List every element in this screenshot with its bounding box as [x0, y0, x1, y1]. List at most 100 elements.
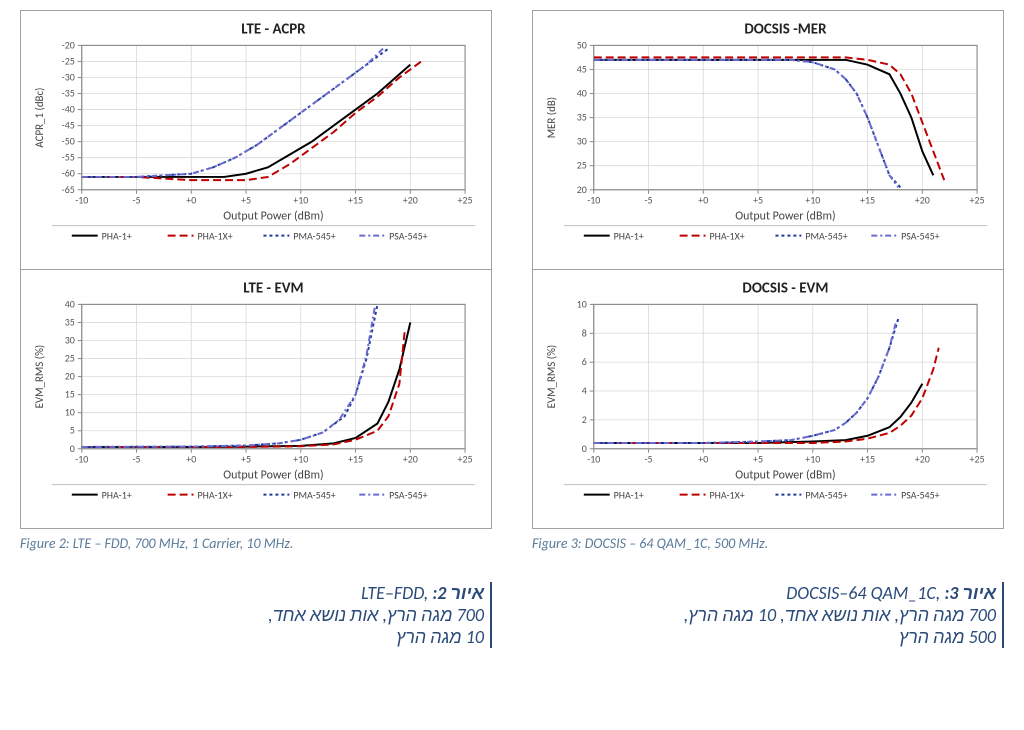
svg-text:-30: -30	[62, 71, 75, 83]
svg-text:-60: -60	[62, 168, 75, 180]
figure-3-column: -10 -5 +0 +5 +10 +15 +20 +25 20 25 30 35 40 45 50 DOCSI…	[532, 10, 1004, 552]
svg-text:+15: +15	[860, 195, 875, 207]
svg-text:LTE - EVM: LTE - EVM	[243, 279, 303, 297]
figure-3-caption: Figure 3: DOCSIS – 64 QAM_1C, 500 MHz.	[532, 535, 1004, 552]
docsis-mer-chart: -10 -5 +0 +5 +10 +15 +20 +25 20 25 30 35 40 45 50 DOCSI…	[539, 17, 997, 258]
figure-2-hebrew: איור 2: LTE–FDD, 700 מגה הרץ, אות נושא א…	[20, 582, 492, 648]
svg-text:PSA-545+: PSA-545+	[389, 231, 427, 243]
svg-text:+5: +5	[753, 454, 763, 466]
svg-text:10: 10	[577, 298, 587, 310]
svg-text:-45: -45	[62, 120, 75, 132]
svg-text:35: 35	[577, 112, 587, 124]
svg-text:DOCSIS -MER: DOCSIS -MER	[744, 20, 827, 38]
figure-2-caption: Figure 2: LTE – FDD, 700 MHz, 1 Carrier,…	[20, 535, 492, 552]
svg-text:PMA-545+: PMA-545+	[805, 490, 847, 502]
svg-text:PMA-545+: PMA-545+	[293, 490, 335, 502]
svg-text:DOCSIS - EVM: DOCSIS - EVM	[742, 279, 828, 297]
svg-text:-10: -10	[587, 454, 600, 466]
svg-text:ACPR_1 (dBc): ACPR_1 (dBc)	[33, 88, 46, 148]
svg-text:PHA-1X+: PHA-1X+	[198, 490, 233, 502]
svg-text:PHA-1+: PHA-1+	[614, 490, 644, 502]
docsis-evm-panel: -10-5+0+5+10+15+20+250246810DOCSIS - EVM…	[532, 270, 1004, 529]
svg-text:8: 8	[582, 327, 587, 339]
lte-evm-chart: -10-5+0+5+10+15+20+250510152025303540LTE…	[27, 276, 485, 517]
svg-text:-5: -5	[644, 195, 652, 207]
svg-text:+5: +5	[241, 195, 251, 207]
figure-2-column: -10-5+0+5+10+15+20+25-65-60-55-50-45-40-…	[20, 10, 492, 552]
svg-text:+20: +20	[915, 454, 930, 466]
svg-text:25: 25	[65, 353, 75, 365]
svg-text:LTE - ACPR: LTE - ACPR	[241, 20, 306, 38]
svg-text:-35: -35	[62, 88, 75, 100]
svg-text:-5: -5	[644, 454, 652, 466]
svg-text:PHA-1+: PHA-1+	[614, 231, 644, 243]
svg-text:40: 40	[577, 88, 587, 100]
svg-text:Output Power (dBm): Output Power (dBm)	[735, 210, 835, 224]
svg-text:+15: +15	[348, 454, 363, 466]
svg-text:PMA-545+: PMA-545+	[293, 231, 335, 243]
svg-text:-50: -50	[62, 136, 75, 148]
svg-text:2: 2	[582, 414, 587, 426]
svg-text:0: 0	[70, 443, 75, 455]
svg-text:+15: +15	[860, 454, 875, 466]
svg-text:25: 25	[577, 160, 587, 172]
svg-text:-25: -25	[62, 55, 75, 67]
svg-text:PHA-1+: PHA-1+	[102, 231, 132, 243]
svg-text:35: 35	[65, 316, 75, 328]
svg-text:+0: +0	[698, 195, 708, 207]
lte-acpr-panel: -10-5+0+5+10+15+20+25-65-60-55-50-45-40-…	[20, 10, 492, 270]
svg-text:+5: +5	[241, 454, 251, 466]
lte-evm-panel: -10-5+0+5+10+15+20+250510152025303540LTE…	[20, 270, 492, 529]
svg-text:-10: -10	[75, 454, 88, 466]
svg-text:+0: +0	[186, 454, 196, 466]
svg-text:+10: +10	[293, 195, 308, 207]
svg-text:45: 45	[577, 63, 587, 75]
svg-text:PMA-545+: PMA-545+	[805, 231, 847, 243]
svg-text:PHA-1+: PHA-1+	[102, 490, 132, 502]
svg-text:50: 50	[577, 39, 587, 51]
svg-text:+0: +0	[698, 454, 708, 466]
docsis-evm-chart: -10-5+0+5+10+15+20+250246810DOCSIS - EVM…	[539, 276, 997, 517]
svg-text:10: 10	[65, 407, 75, 419]
svg-text:+25: +25	[970, 454, 985, 466]
figure-3-hebrew: איור 3: DOCSIS–64 QAM_1C, 700 מגה הרץ, א…	[532, 582, 1004, 648]
svg-text:PSA-545+: PSA-545+	[901, 490, 939, 502]
svg-text:PHA-1X+: PHA-1X+	[710, 490, 745, 502]
svg-text:+5: +5	[753, 195, 763, 207]
svg-text:6: 6	[582, 356, 587, 368]
svg-text:EVM_RMS (%): EVM_RMS (%)	[545, 345, 558, 409]
svg-text:+10: +10	[805, 454, 820, 466]
svg-text:4: 4	[582, 385, 587, 397]
svg-text:EVM_RMS (%): EVM_RMS (%)	[33, 345, 46, 409]
svg-text:+0: +0	[186, 195, 196, 207]
svg-text:Output Power (dBm): Output Power (dBm)	[223, 469, 323, 483]
svg-text:-5: -5	[132, 195, 140, 207]
svg-text:+15: +15	[348, 195, 363, 207]
svg-text:+25: +25	[970, 195, 985, 207]
svg-text:PHA-1X+: PHA-1X+	[710, 231, 745, 243]
svg-text:-55: -55	[62, 152, 75, 164]
svg-text:MER (dB): MER (dB)	[545, 97, 558, 138]
svg-text:PSA-545+: PSA-545+	[901, 231, 939, 243]
svg-text:-10: -10	[587, 195, 600, 207]
svg-text:-5: -5	[132, 454, 140, 466]
svg-text:30: 30	[577, 136, 587, 148]
lte-acpr-chart: -10-5+0+5+10+15+20+25-65-60-55-50-45-40-…	[27, 17, 485, 258]
svg-text:20: 20	[577, 184, 587, 196]
svg-text:-65: -65	[62, 184, 75, 196]
svg-text:-20: -20	[62, 39, 75, 51]
svg-text:Output Power (dBm): Output Power (dBm)	[223, 210, 323, 224]
svg-text:40: 40	[65, 298, 75, 310]
svg-text:5: 5	[70, 425, 75, 437]
docsis-mer-panel: -10 -5 +0 +5 +10 +15 +20 +25 20 25 30 35 40 45 50 DOCSI…	[532, 10, 1004, 270]
svg-text:+20: +20	[403, 454, 418, 466]
svg-text:+10: +10	[805, 195, 820, 207]
svg-text:+20: +20	[915, 195, 930, 207]
svg-text:PHA-1X+: PHA-1X+	[198, 231, 233, 243]
svg-text:-10: -10	[75, 195, 88, 207]
svg-text:+20: +20	[403, 195, 418, 207]
svg-text:+25: +25	[458, 195, 473, 207]
svg-text:Output Power (dBm): Output Power (dBm)	[735, 469, 835, 483]
svg-text:20: 20	[65, 371, 75, 383]
svg-text:15: 15	[65, 389, 75, 401]
